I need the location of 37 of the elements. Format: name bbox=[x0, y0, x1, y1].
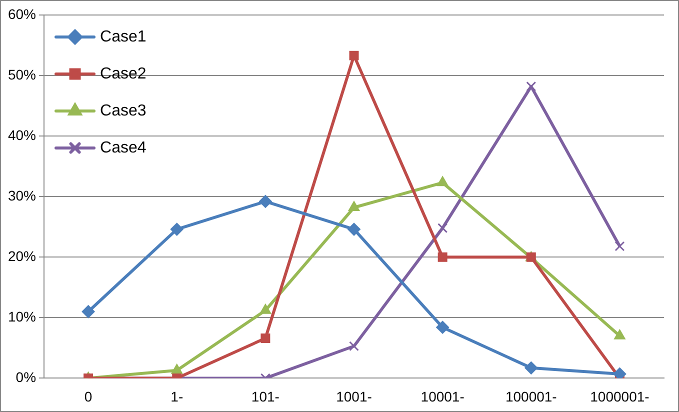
x-tick-label: 10001- bbox=[420, 388, 465, 404]
y-tick-label: 50% bbox=[8, 66, 36, 82]
y-tick-label: 10% bbox=[8, 308, 36, 325]
legend-label: Case1 bbox=[100, 28, 146, 46]
point bbox=[349, 50, 359, 60]
x-tick-label: 100001- bbox=[505, 388, 558, 404]
point bbox=[82, 305, 95, 318]
y-tick-label: 20% bbox=[8, 248, 36, 264]
point bbox=[348, 222, 361, 236]
y-tick-label: 0% bbox=[16, 369, 36, 386]
point bbox=[436, 176, 448, 186]
point bbox=[438, 223, 448, 234]
legend-label: Case3 bbox=[100, 102, 146, 120]
point bbox=[613, 367, 626, 378]
point bbox=[436, 320, 450, 334]
legend-label: Case2 bbox=[100, 65, 146, 82]
point bbox=[349, 341, 360, 352]
point bbox=[260, 304, 272, 314]
y-tick-label: 60% bbox=[8, 6, 36, 22]
point bbox=[258, 194, 272, 208]
point bbox=[614, 241, 625, 252]
point bbox=[170, 222, 184, 236]
point bbox=[524, 361, 538, 374]
y-tick-label: 30% bbox=[8, 187, 36, 204]
point bbox=[260, 334, 270, 343]
x-tick-label: 0 bbox=[84, 388, 92, 404]
x-tick-label: 1000001- bbox=[590, 388, 650, 404]
x-tick-label: 101- bbox=[251, 388, 280, 404]
point bbox=[348, 200, 360, 211]
x-tick-label: 1001- bbox=[336, 388, 372, 404]
point bbox=[614, 329, 626, 340]
point bbox=[438, 252, 448, 262]
point bbox=[171, 364, 183, 374]
legend-label: Case4 bbox=[100, 139, 146, 156]
y-tick-label: 40% bbox=[8, 126, 36, 143]
point bbox=[526, 81, 536, 92]
x-tick-label: 1- bbox=[170, 388, 184, 404]
